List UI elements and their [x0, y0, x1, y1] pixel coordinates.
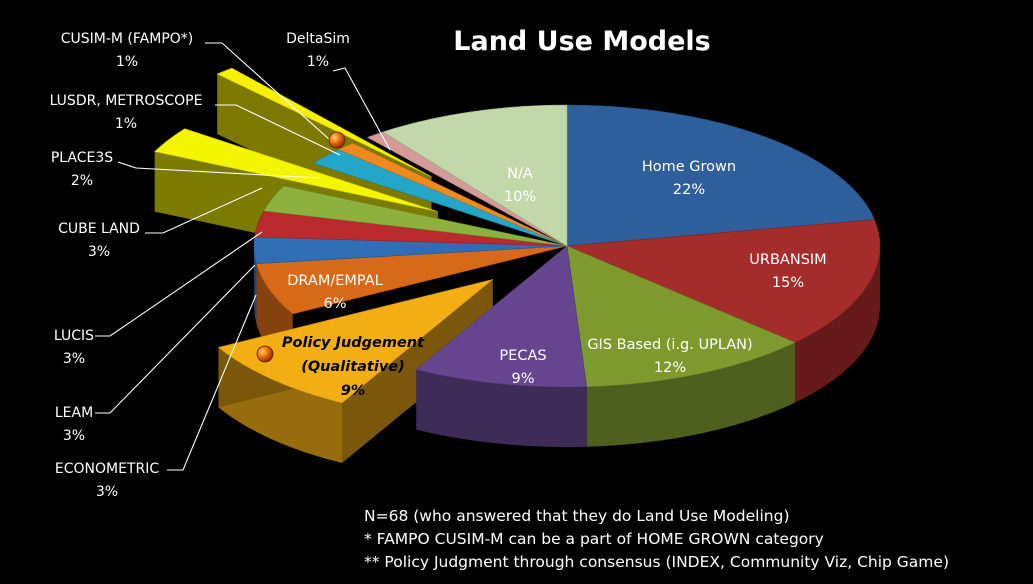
leader-line-cube-land	[145, 187, 263, 234]
slice-label-policy-judgement: Policy Judgement	[282, 335, 425, 351]
leader-line-econometric	[167, 294, 257, 471]
pie-slice-urbansim	[566, 219, 881, 343]
slice-pct-pecas: 9%	[511, 371, 534, 387]
pie-slice-policy-judgement	[217, 279, 493, 404]
leader-line-lucis	[95, 231, 263, 337]
pie-side-urbansim	[795, 246, 880, 403]
slice-pct-leam: 3%	[63, 428, 85, 444]
pie-slice-dram-empal	[256, 245, 568, 315]
pie-side-gis-based-i-g-uplan-	[586, 342, 796, 447]
slice-label-dram-empal: DRAM/EMPAL	[287, 273, 382, 289]
pie-slice-n-a	[382, 104, 568, 247]
slice-pct-lusdr-metroscope: 1%	[115, 116, 137, 132]
pie-slice-cusim-m-fampo-	[216, 67, 432, 178]
slice-pct-place3s: 2%	[71, 173, 93, 189]
slice-sublabel-policy-judgement: (Qualitative)	[301, 359, 405, 375]
pie-slice-lucis	[263, 185, 568, 247]
slice-pct-dram-empal: 6%	[323, 296, 346, 312]
slice-pct-gis-based-i-g-uplan-: 12%	[654, 360, 686, 376]
leader-line-cusim-m-fampo-	[205, 42, 331, 141]
pie-top-layer	[154, 67, 881, 404]
slice-label-cube-land: CUBE LAND	[58, 221, 140, 237]
leader-line-lusdr-metroscope	[215, 104, 341, 156]
leader-line-deltasim	[332, 67, 391, 151]
slice-label-leam: LEAM	[55, 405, 93, 421]
slice-pct-home-grown: 22%	[673, 182, 705, 198]
slice-labels: Home Grown 22% URBANSIM 15% GIS Based (i.g. …	[50, 31, 827, 500]
slice-pct-cusim-m-fampo-: 1%	[116, 54, 138, 70]
footnote-fampo: * FAMPO CUSIM-M can be a part of HOME GR…	[364, 530, 824, 548]
slice-pct-deltasim: 1%	[307, 54, 329, 70]
slice-pct-policy-judgement: 9%	[341, 383, 366, 399]
slice-label-gis-based-i-g-uplan-: GIS Based (i.g. UPLAN)	[587, 337, 752, 353]
slice-pct-lucis: 3%	[63, 351, 85, 367]
pie-slice-gis-based-i-g-uplan-	[566, 245, 796, 388]
pie-slice-home-grown	[566, 104, 875, 247]
slice-label-econometric: ECONOMETRIC	[55, 461, 159, 477]
slice-label-pecas: PECAS	[499, 348, 546, 364]
footnotes: N=68 (who answered that they do Land Use…	[364, 507, 949, 571]
slice-label-lucis: LUCIS	[54, 328, 94, 344]
pie-slice-cube-land	[154, 128, 438, 212]
leader-line-leam	[95, 264, 256, 414]
slice-pct-n-a: 10%	[504, 189, 536, 205]
slice-label-place3s: PLACE3S	[51, 150, 113, 166]
leader-lines	[95, 42, 391, 471]
pie-slice-lusdr-metroscope	[338, 142, 568, 247]
slice-pct-cube-land: 3%	[88, 244, 110, 260]
pie-side-pecas	[416, 369, 587, 447]
slice-label-home-grown: Home Grown	[642, 159, 736, 175]
slice-label-cusim-m-fampo-: CUSIM-M (FAMPO*)	[61, 31, 194, 47]
slice-pct-urbansim: 15%	[772, 275, 804, 291]
pie-slice-pecas	[415, 245, 587, 388]
slice-label-lusdr-metroscope: LUSDR, METROSCOPE	[50, 93, 203, 109]
slice-label-n-a: N/A	[507, 166, 533, 182]
highlight-ball-2	[256, 345, 274, 363]
slice-pct-econometric: 3%	[96, 484, 118, 500]
leader-line-place3s	[117, 161, 321, 179]
slice-label-deltasim: DeltaSim	[286, 31, 350, 47]
chart-title: Land Use Models	[453, 26, 710, 57]
footnote-n: N=68 (who answered that they do Land Use…	[364, 507, 790, 525]
footnote-policy: ** Policy Judgment through consensus (IN…	[364, 553, 949, 571]
highlight-markers	[256, 131, 346, 363]
slice-label-urbansim: URBANSIM	[749, 252, 826, 268]
highlight-ball-1	[328, 131, 346, 149]
